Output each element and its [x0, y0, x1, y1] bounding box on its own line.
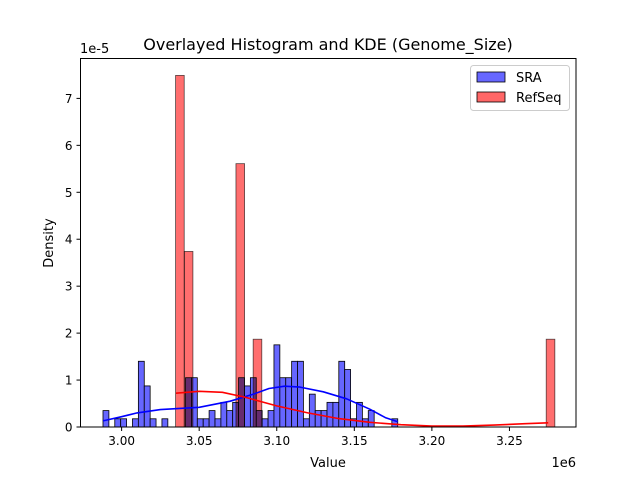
y-tick-label: 0 — [65, 421, 73, 435]
sra-bar — [102, 410, 110, 428]
x-offset-label: 1e6 — [551, 456, 576, 471]
plot-frame — [80, 58, 577, 428]
sra-bar — [303, 418, 310, 428]
x-tick-label: 3.05 — [186, 434, 213, 448]
y-tick-label: 3 — [65, 280, 73, 294]
y-offset-label: 1e-5 — [80, 42, 109, 57]
y-tick-label: 5 — [65, 186, 73, 200]
sra-bar — [132, 418, 139, 428]
y-tick-label: 2 — [65, 327, 73, 341]
refseq-bar — [183, 251, 194, 428]
sra-bar — [261, 418, 269, 428]
sra-bars — [102, 344, 399, 428]
legend-swatch-refseq — [476, 91, 506, 103]
sra-bar — [361, 418, 369, 428]
sra-bar — [273, 344, 281, 428]
x-tick-label: 3.20 — [419, 434, 446, 448]
sra-bar — [338, 360, 346, 428]
y-tick-label: 7 — [65, 92, 73, 106]
sra-bar — [137, 360, 145, 428]
sra-bar — [285, 377, 293, 428]
sra-bar — [291, 360, 298, 428]
sra-bar — [214, 418, 222, 428]
sra-bar — [297, 360, 304, 428]
refseq-kde-line — [175, 390, 549, 427]
refseq-bar — [252, 338, 263, 428]
sra-bar — [267, 410, 275, 428]
sra-bar — [226, 410, 234, 428]
sra-bar — [161, 418, 169, 428]
y-tick-label: 4 — [65, 233, 73, 247]
x-tick-label: 3.00 — [108, 434, 135, 448]
sra-bar — [220, 401, 228, 428]
kde-lines — [102, 385, 549, 427]
legend-label-refseq: RefSeq — [516, 91, 562, 106]
refseq-bars — [175, 74, 556, 428]
sra-bar — [314, 410, 322, 428]
y-tick-label: 6 — [65, 139, 73, 153]
legend-swatch-sra — [476, 71, 506, 83]
x-axis-ticks: 3.00 3.05 3.10 3.15 3.20 3.25 — [108, 427, 523, 448]
refseq-bar — [175, 74, 185, 428]
sra-bar — [196, 418, 204, 428]
legend: SRA RefSeq — [470, 65, 570, 111]
y-axis-label: Density — [42, 218, 57, 268]
sra-bar — [326, 401, 334, 428]
x-tick-label: 3.15 — [341, 434, 368, 448]
chart-title: Overlayed Histogram and KDE (Genome_Size… — [143, 35, 513, 55]
sra-kde-line — [102, 385, 399, 423]
y-axis-ticks: 0 1 2 3 4 5 6 7 — [65, 92, 81, 435]
x-tick-label: 3.10 — [263, 434, 290, 448]
sra-bar — [149, 418, 157, 428]
sra-bar — [320, 410, 328, 428]
sra-bar — [308, 393, 316, 428]
x-tick-label: 3.25 — [496, 434, 523, 448]
sra-bar — [244, 385, 251, 428]
legend-label-sra: SRA — [516, 71, 542, 86]
y-tick-label: 1 — [65, 374, 73, 388]
sra-bar — [143, 385, 151, 428]
refseq-bar — [545, 338, 556, 428]
sra-bar — [114, 418, 122, 428]
sra-bar — [367, 410, 375, 428]
sra-bar — [279, 377, 287, 428]
sra-bar — [208, 410, 216, 428]
refseq-bar — [235, 163, 245, 428]
x-axis-label: Value — [310, 456, 346, 471]
sra-bar — [332, 401, 340, 428]
sra-bar — [120, 418, 127, 428]
sra-bar — [202, 418, 210, 428]
